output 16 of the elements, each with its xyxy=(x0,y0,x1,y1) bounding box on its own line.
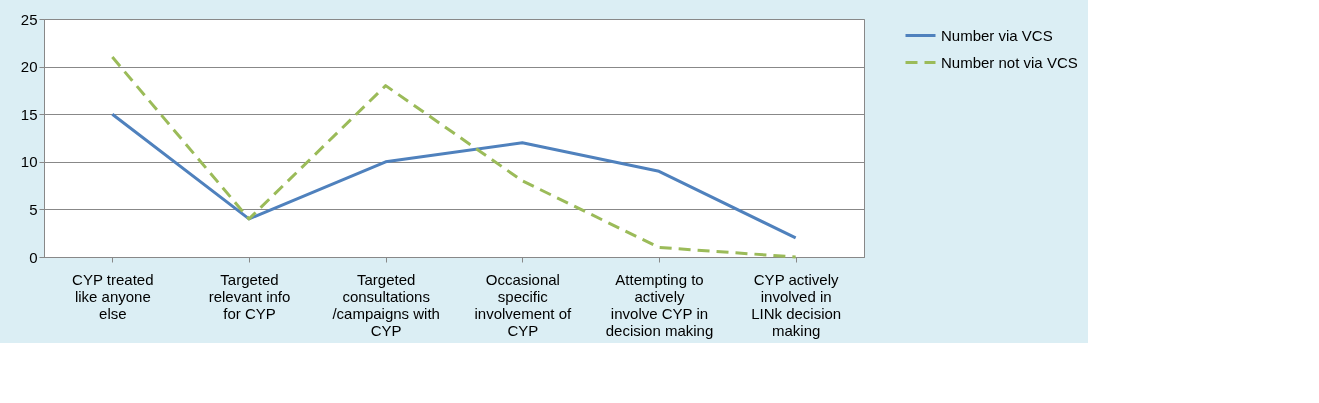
x-tick-label: Targeted consultations /campaigns with CYP xyxy=(332,270,440,339)
y-tick-label: 0 xyxy=(29,248,38,266)
x-tick-label: Occasional specific involvement of CYP xyxy=(474,270,573,339)
x-tick-label: CYP actively involved in LINk decision making xyxy=(751,270,842,339)
y-tick-label: 5 xyxy=(29,200,38,218)
x-tick-label: CYP treated like anyone else xyxy=(72,270,154,322)
line-series xyxy=(110,55,798,259)
y-tick-label: 25 xyxy=(20,10,38,28)
y-tick-label: 15 xyxy=(20,105,38,123)
x-tick-label: Targeted relevant info for CYP xyxy=(208,270,291,322)
y-tick-label: 10 xyxy=(20,153,38,171)
line-series xyxy=(110,112,798,240)
legend-label: Number not via VCS xyxy=(941,53,1078,71)
y-tick-label: 20 xyxy=(20,58,38,76)
x-tick-label: Attempting to actively involve CYP in decision making xyxy=(605,270,714,339)
legend-label: Number via VCS xyxy=(941,26,1053,44)
